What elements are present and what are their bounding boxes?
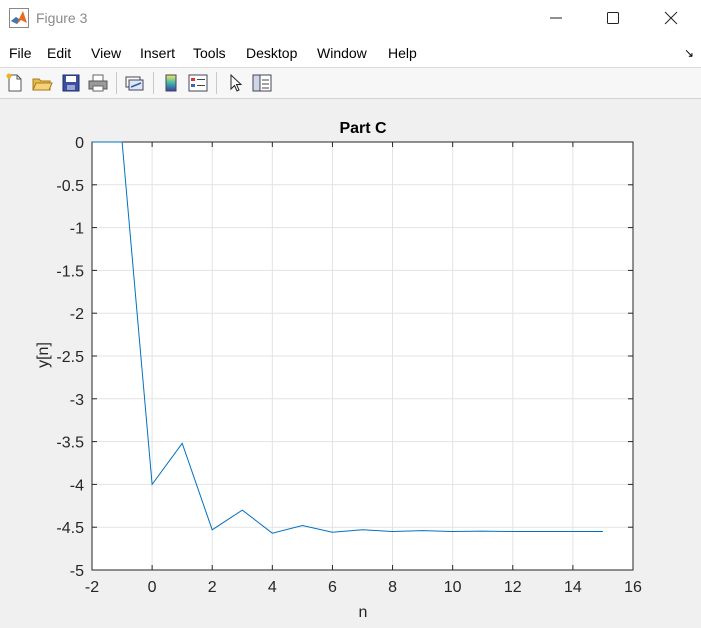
y-tick-label: -3.5 <box>56 435 84 452</box>
menu-bar: File Edit View Insert Tools Desktop Wind… <box>0 37 701 68</box>
print-icon[interactable] <box>87 72 109 94</box>
save-icon[interactable] <box>60 72 82 94</box>
figure-canvas: -2 0 2 4 6 8 10 12 14 16 0 -0.5 -1 -1.5 -2 -2.5 -3 -3.5 -… <box>0 99 701 623</box>
x-tick-label: 6 <box>328 579 337 596</box>
menu-window[interactable]: Window <box>317 45 367 61</box>
x-axis-label: n <box>359 604 368 621</box>
insert-legend-icon[interactable] <box>187 72 209 94</box>
x-tick-label: 4 <box>268 579 277 596</box>
minimize-button[interactable] <box>527 0 585 37</box>
window-title-bar: Figure 3 <box>0 0 701 38</box>
series-line <box>92 141 603 534</box>
y-tick-label: -5 <box>70 563 84 580</box>
y-axis-label: y[n] <box>35 342 52 368</box>
y-tick-label: -4.5 <box>56 520 84 537</box>
y-tick-label: -3 <box>70 392 84 409</box>
link-plot-icon[interactable] <box>123 72 145 94</box>
insert-colorbar-icon[interactable] <box>160 72 182 94</box>
matlab-icon <box>9 8 29 28</box>
toolbar-separator <box>216 72 217 94</box>
menu-file[interactable]: File <box>9 45 32 61</box>
close-button[interactable] <box>642 0 700 37</box>
axes-box <box>91 141 634 571</box>
x-tick-label: 14 <box>564 579 582 596</box>
y-tick-label: -0.5 <box>56 178 84 195</box>
x-tick-label: 16 <box>624 579 642 596</box>
x-tick-label: 10 <box>444 579 462 596</box>
dock-figure-icon[interactable]: ↘ <box>684 46 695 60</box>
y-tick-label: -4 <box>70 477 84 494</box>
menu-help[interactable]: Help <box>388 45 417 61</box>
window-title: Figure 3 <box>36 10 88 26</box>
edit-plot-pointer-icon[interactable] <box>225 72 247 94</box>
maximize-icon <box>607 12 619 24</box>
menu-edit[interactable]: Edit <box>47 45 72 61</box>
y-tick-label: 0 <box>75 135 84 152</box>
y-tick-label: -2.5 <box>56 349 84 366</box>
x-tick-label: 0 <box>148 579 157 596</box>
line-chart[interactable]: -2 0 2 4 6 8 10 12 14 16 0 -0.5 -1 -1.5 -2 -2.5 -3 -3.5 -… <box>0 99 701 623</box>
close-icon <box>664 11 678 25</box>
figure-toolbar <box>0 68 701 99</box>
x-tick-label: 8 <box>388 579 397 596</box>
toolbar-separator <box>153 72 154 94</box>
menu-view[interactable]: View <box>91 45 122 61</box>
menu-desktop[interactable]: Desktop <box>246 45 298 61</box>
property-editor-icon[interactable] <box>251 72 273 94</box>
x-tick-label: 12 <box>504 579 522 596</box>
y-tick-label: -1 <box>70 221 84 238</box>
new-figure-icon[interactable] <box>4 72 26 94</box>
menu-tools[interactable]: Tools <box>193 45 226 61</box>
chart-title: Part C <box>339 120 387 137</box>
maximize-button[interactable] <box>584 0 642 37</box>
y-tick-label: -2 <box>70 306 84 323</box>
y-tick-label: -1.5 <box>56 263 84 280</box>
minimize-icon <box>550 17 562 19</box>
menu-insert[interactable]: Insert <box>140 45 176 61</box>
y-tick-labels: 0 -0.5 -1 -1.5 -2 -2.5 -3 -3.5 -4 -4.5 -5 <box>56 135 84 580</box>
open-file-icon[interactable] <box>31 72 53 94</box>
toolbar-separator <box>116 72 117 94</box>
x-tick-label: -2 <box>85 579 99 596</box>
x-tick-label: 2 <box>208 579 217 596</box>
x-tick-labels: -2 0 2 4 6 8 10 12 14 16 <box>85 579 642 596</box>
